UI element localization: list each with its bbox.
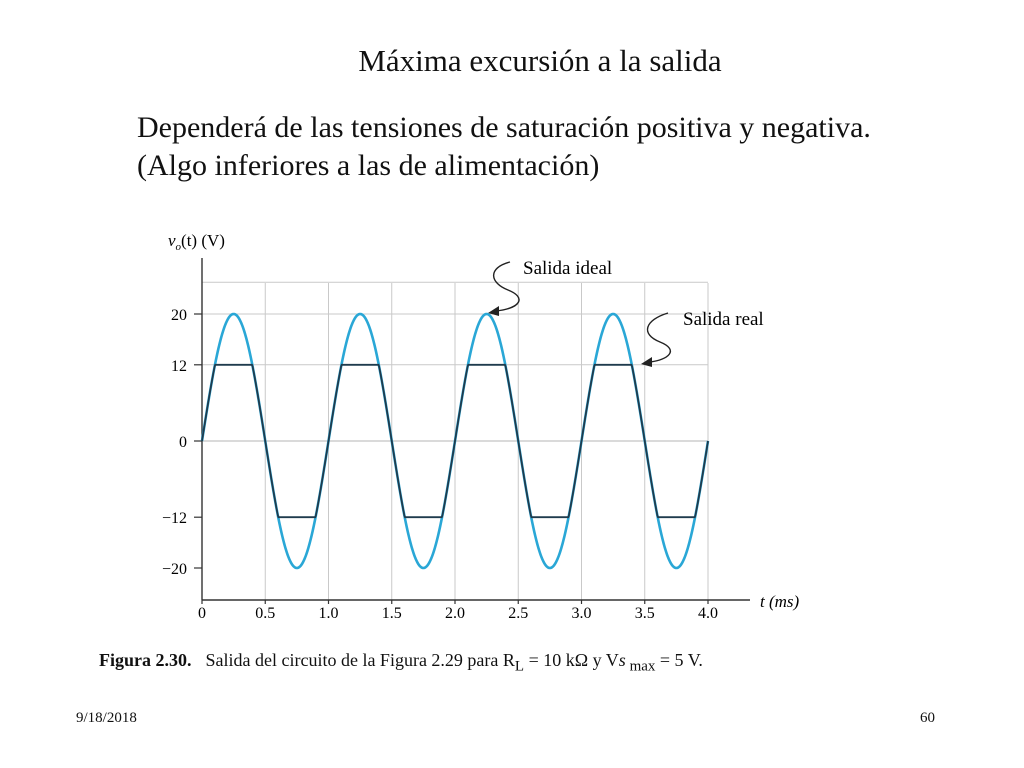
- annotations: Salida ideal Salida real: [488, 258, 764, 367]
- x-tick-label: 2.5: [508, 605, 528, 622]
- y-axis-label-var: v: [168, 231, 176, 250]
- annotation-real-arrowhead: [641, 357, 652, 367]
- caption-var-s: s: [618, 650, 626, 670]
- x-tick-label: 4.0: [698, 605, 718, 622]
- x-tick-label: 0: [198, 605, 206, 622]
- caption-text-mid: = 10 kΩ y V: [524, 650, 619, 670]
- body-text-line-1: Dependerá de las tensiones de saturación…: [137, 111, 871, 144]
- caption-sub-l: L: [514, 658, 525, 675]
- x-tick-label: 2.0: [445, 605, 465, 622]
- annotation-real-leader: [646, 312, 672, 363]
- y-axis-label-unit: (t) (V): [181, 231, 225, 250]
- y-tick-label: −12: [162, 510, 187, 527]
- x-tick-label: 1.5: [382, 605, 402, 622]
- caption-figure-label: Figura 2.30.: [99, 650, 192, 670]
- y-tick-label: 20: [171, 307, 187, 324]
- caption-text: Salida del circuito de la Figura 2.29 pa…: [205, 650, 515, 670]
- slide-title: Máxima excursión a la salida: [358, 43, 722, 78]
- x-tick-label: 1.0: [319, 605, 339, 622]
- y-axis-label: vo(t) (V): [168, 231, 225, 253]
- footer-page-number: 60: [920, 710, 935, 726]
- annotation-ideal-label: Salida ideal: [523, 258, 612, 279]
- caption-text-end: = 5 V.: [655, 650, 703, 670]
- y-tick-label: 12: [171, 358, 187, 375]
- axes: [194, 258, 750, 604]
- footer-date: 9/18/2018: [76, 710, 137, 726]
- x-tick-label: 3.5: [635, 605, 655, 622]
- figure-caption: Figura 2.30. Salida del circuito de la Fi…: [99, 650, 703, 676]
- annotation-ideal-arrowhead: [488, 306, 499, 316]
- series: [200, 312, 710, 570]
- y-tick-label: 0: [179, 434, 187, 451]
- tick-labels: 20 12 0 −12 −20 0 0.5 1.0 1.5 2.0 2.5 3.0 3.5 4.0: [162, 307, 718, 622]
- y-tick-label: −20: [162, 561, 187, 578]
- series-line-real: [201, 363, 709, 519]
- x-tick-label: 3.0: [572, 605, 592, 622]
- x-axis-label: t (ms): [760, 592, 800, 611]
- y-axis-label-sub: o: [176, 241, 182, 253]
- sine-clipping-chart: 20 12 0 −12 −20 0 0.5 1.0 1.5 2.0 2.5 3.0 3.5 4.0 Sal…: [162, 231, 800, 622]
- caption-sub-max: max: [625, 658, 656, 675]
- x-tick-label: 0.5: [255, 605, 275, 622]
- annotation-real-label: Salida real: [683, 309, 764, 330]
- body-text-line-2: (Algo inferiores a las de alimentación): [137, 149, 600, 182]
- annotation-ideal-leader: [492, 261, 520, 312]
